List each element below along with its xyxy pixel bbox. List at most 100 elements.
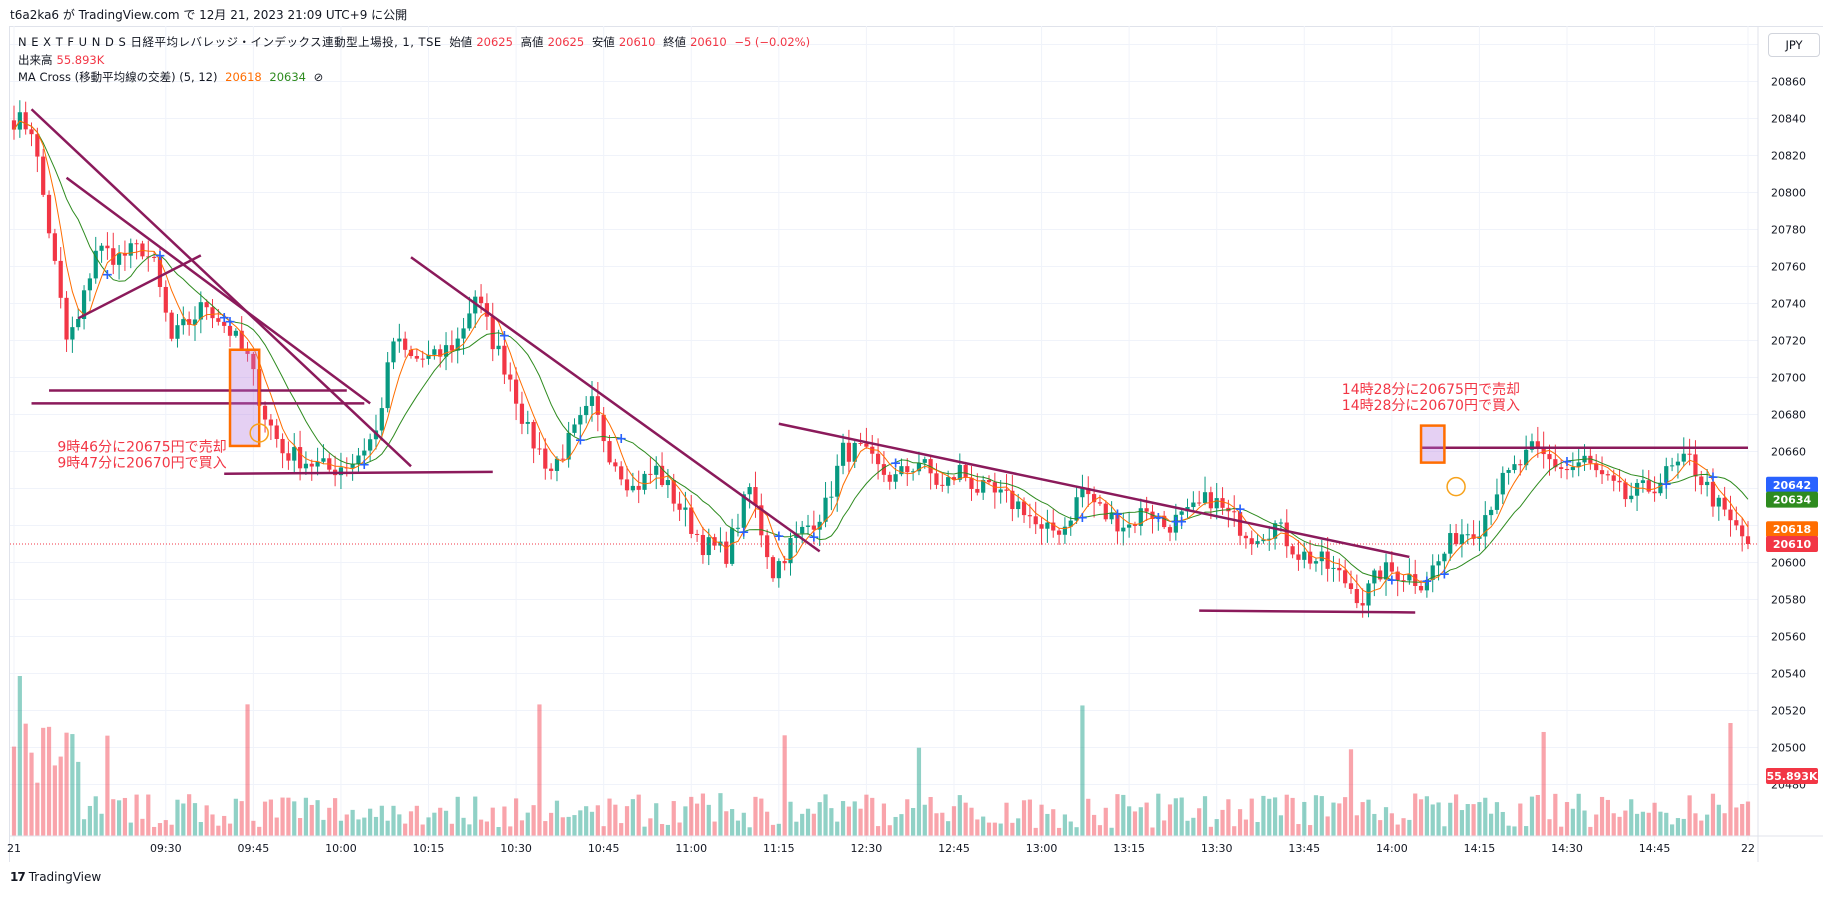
- ma-cross-marker: +: [224, 314, 236, 330]
- volume-bar: [1366, 799, 1371, 836]
- trend-line: [1199, 609, 1416, 614]
- volume-bar: [245, 704, 250, 836]
- candle-body: [1658, 482, 1663, 494]
- candle-body: [1261, 539, 1266, 542]
- candle-body: [1740, 525, 1745, 537]
- candle-body: [1360, 603, 1365, 606]
- candle-body: [1407, 574, 1412, 581]
- open-label: 始値: [449, 35, 473, 49]
- volume-bar: [829, 808, 834, 836]
- candle-body: [519, 403, 525, 424]
- volume-bar: [204, 805, 209, 836]
- candle-body: [1500, 472, 1505, 495]
- trend-line: [65, 176, 371, 405]
- candle-body: [1722, 497, 1727, 510]
- candle-body: [1442, 553, 1447, 562]
- volume-bar: [864, 794, 869, 836]
- volume-bar: [677, 822, 682, 836]
- volume-value: 55.893K: [56, 53, 105, 67]
- candle-body: [315, 461, 320, 467]
- volume-bar: [1629, 799, 1634, 836]
- volume-bar: [1121, 794, 1126, 836]
- trade-annotation: 14時28分に20675円で売却: [1342, 382, 1520, 398]
- candle-body: [432, 349, 437, 355]
- currency-button[interactable]: JPY: [1768, 33, 1820, 57]
- volume-bar: [560, 817, 565, 836]
- candle-body: [1173, 514, 1178, 533]
- candle-body: [1039, 524, 1044, 529]
- candle-body: [788, 538, 793, 564]
- volume-bar: [1115, 794, 1120, 836]
- volume-bar: [969, 807, 974, 836]
- volume-bar: [286, 797, 291, 836]
- candle-body: [379, 408, 384, 431]
- candle-body: [1489, 509, 1494, 516]
- volume-bar: [105, 735, 110, 836]
- volume-bar: [385, 820, 390, 836]
- symbol-name[interactable]: N E X T F U N D S 日経平均レバレッジ・インデックス連動型上場投…: [18, 35, 442, 49]
- candle-body: [1710, 481, 1716, 507]
- volume-bar: [1249, 798, 1254, 836]
- candle-body: [64, 297, 69, 340]
- footer-brand-text[interactable]: TradingView: [28, 870, 102, 884]
- volume-bar: [1401, 818, 1406, 836]
- volume-label[interactable]: 出来高: [18, 53, 53, 67]
- volume-bar: [1197, 808, 1202, 836]
- ma-cross-marker: +: [154, 248, 166, 264]
- volume-bar: [1091, 814, 1097, 836]
- eye-off-icon[interactable]: ⊘: [313, 70, 324, 84]
- volume-bar: [169, 824, 174, 836]
- x-tick-label: 22: [1741, 842, 1755, 855]
- candle-body: [163, 286, 168, 313]
- volume-bar: [1348, 749, 1354, 836]
- volume-bar: [17, 676, 22, 836]
- volume-bar: [1681, 818, 1686, 836]
- y-tick-label: 20680: [1771, 409, 1806, 422]
- candle-body: [765, 535, 770, 558]
- candle-body: [1436, 561, 1441, 566]
- candle-body: [1255, 541, 1260, 545]
- volume-bar: [1605, 799, 1610, 836]
- candle-body: [1086, 488, 1091, 495]
- candle-body: [420, 358, 425, 360]
- close-label: 終値: [663, 35, 687, 49]
- volume-bar: [1594, 814, 1599, 836]
- candle-body: [192, 319, 198, 325]
- volume-bar: [1021, 800, 1027, 836]
- trade-annotation: 9時47分に20670円で買入: [57, 456, 226, 472]
- candle-body: [1681, 453, 1686, 462]
- volume-bar: [198, 822, 203, 836]
- volume-bar: [870, 797, 875, 836]
- volume-badge-label: 55.893K: [1767, 770, 1818, 783]
- trend-line: [224, 470, 493, 475]
- volume-bar: [1056, 827, 1062, 836]
- volume-bar: [373, 816, 379, 836]
- candle-body: [1249, 538, 1254, 545]
- volume-bar: [414, 805, 419, 836]
- volume-bar: [111, 799, 116, 836]
- volume-bar: [233, 798, 238, 836]
- candle-body: [1512, 464, 1517, 471]
- volume-bar: [1278, 815, 1284, 836]
- volume-bar: [1617, 816, 1622, 836]
- candle-body: [648, 473, 653, 475]
- candle-body: [1693, 454, 1698, 477]
- candle-body: [1208, 492, 1213, 509]
- price-badge: [1766, 521, 1818, 538]
- candle-body: [607, 441, 612, 463]
- volume-bar: [344, 814, 349, 836]
- ma-label[interactable]: MA Cross (移動平均線の交差) (5, 12): [18, 70, 218, 84]
- volume-bar: [1033, 827, 1038, 836]
- y-tick-label: 20560: [1771, 631, 1806, 644]
- candle-body: [321, 458, 326, 462]
- candle-body: [741, 494, 746, 528]
- ma-cross-marker: +: [1660, 477, 1672, 493]
- volume-bar: [461, 817, 466, 836]
- candle-body: [1056, 530, 1062, 535]
- candle-body: [659, 465, 665, 486]
- candle-body: [1121, 527, 1126, 532]
- x-tick-label: 09:45: [238, 842, 270, 855]
- high-value: 20625: [547, 35, 585, 49]
